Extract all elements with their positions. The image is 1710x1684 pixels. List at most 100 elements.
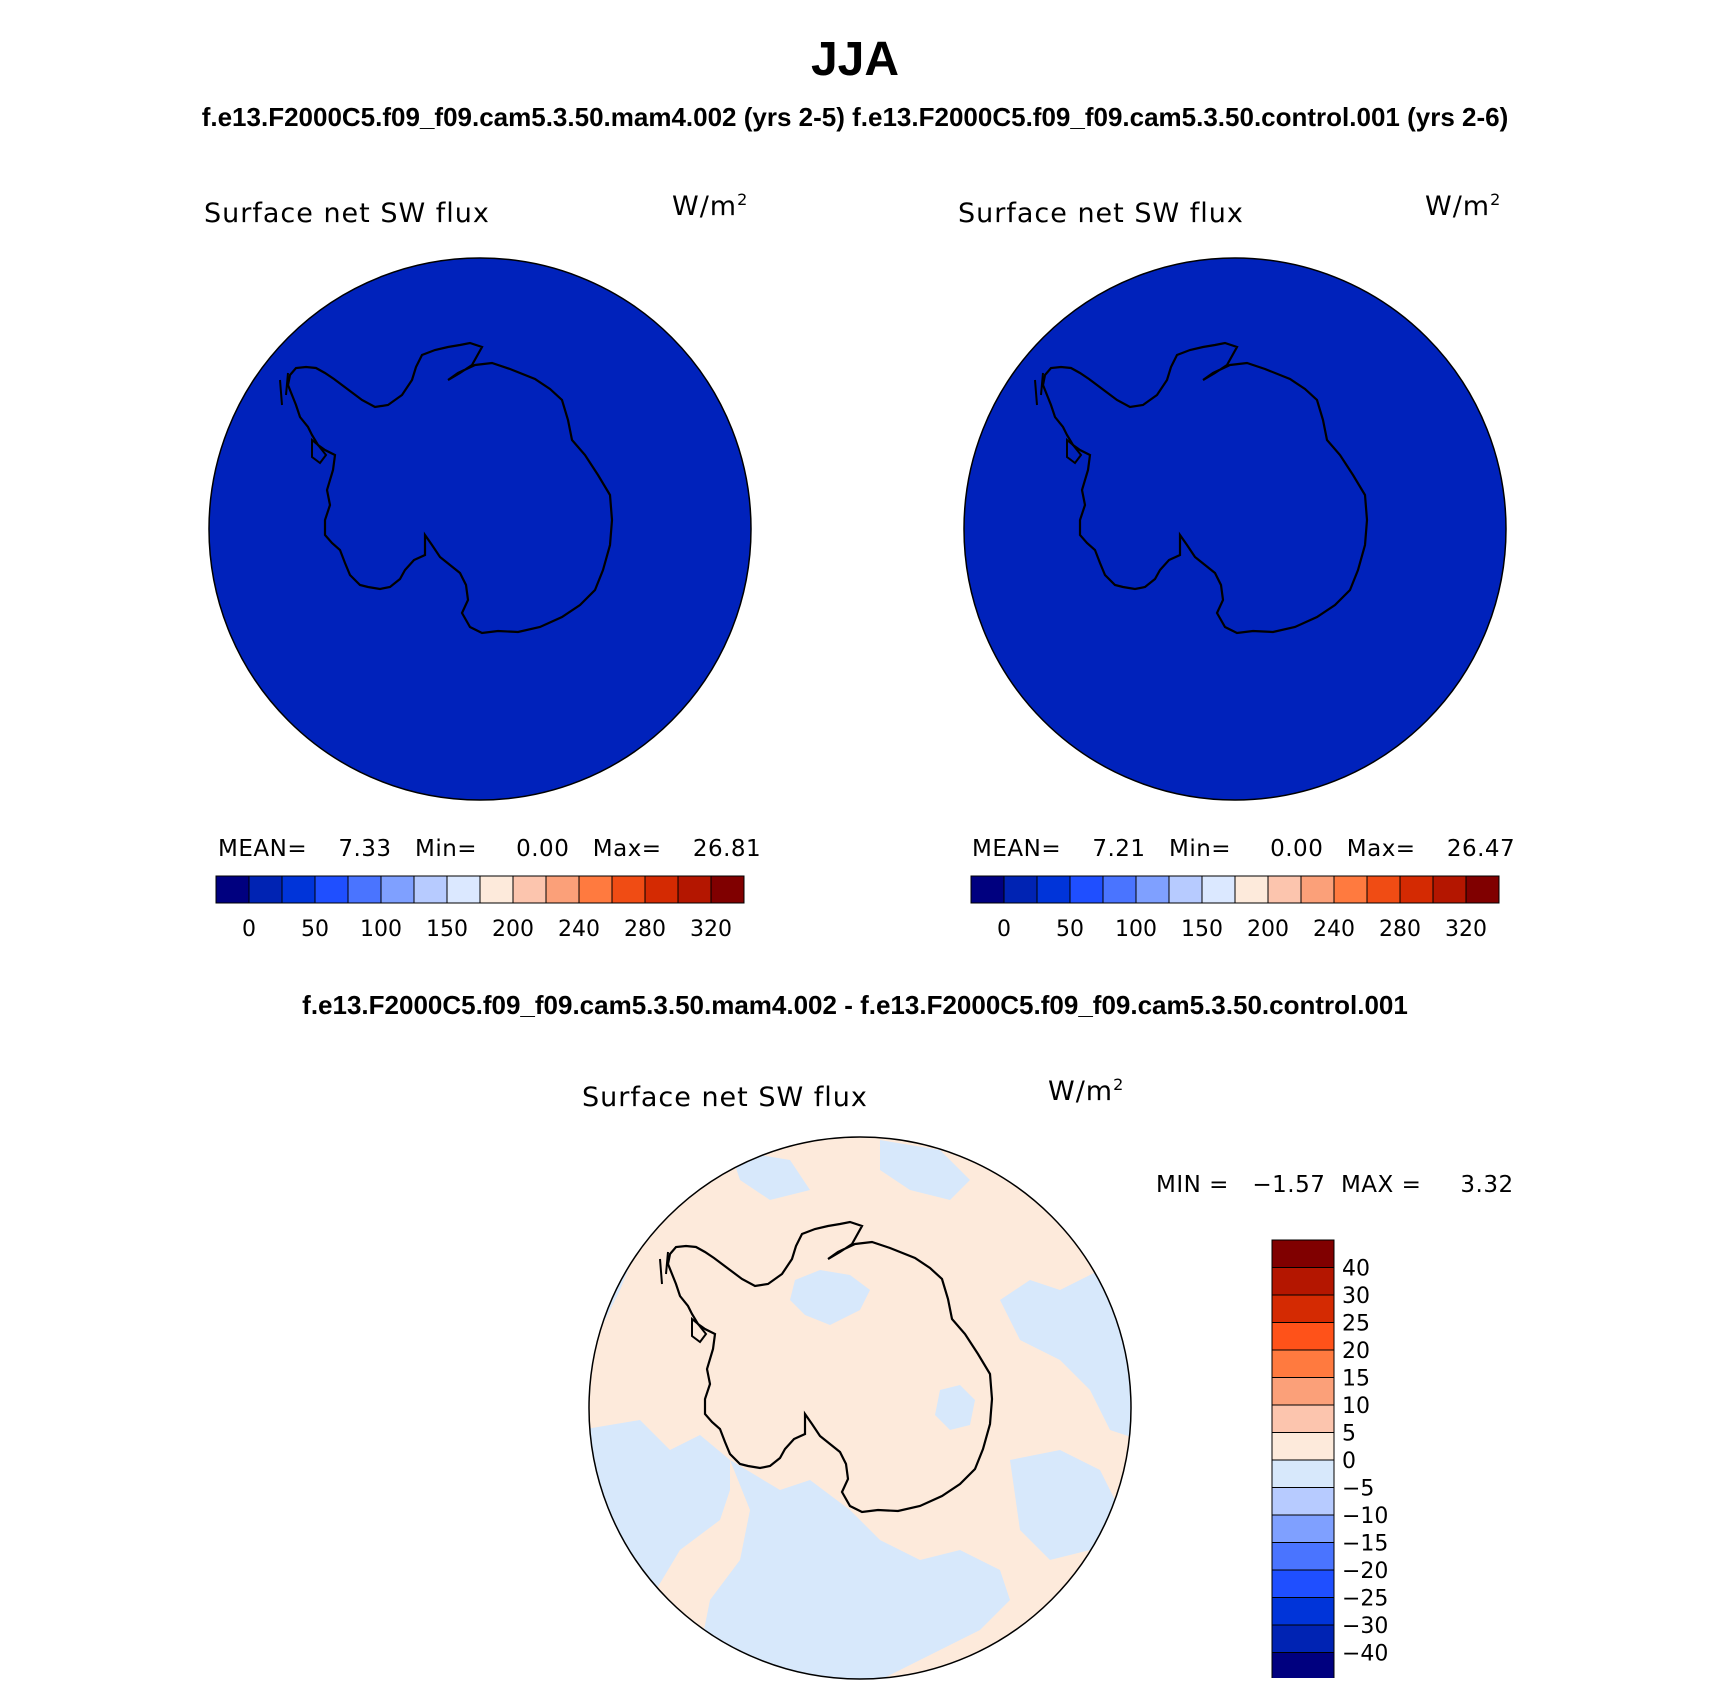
colorbar-box: [347, 875, 382, 904]
panel3-colorbar-boxes: [1271, 1239, 1335, 1678]
colorbar-box: [1366, 875, 1401, 904]
colorbar-box: [578, 875, 613, 904]
figure-subtitle: f.e13.F2000C5.f09_f09.cam5.3.50.mam4.002…: [201, 102, 1509, 132]
colorbar-tick-label: 0: [242, 917, 256, 942]
panel3-antarctica-coastline: [666, 1220, 994, 1514]
colorbar-tick-label: 40: [1342, 1257, 1370, 1282]
colorbar-tick-label: 10: [1342, 1394, 1370, 1419]
colorbar-box: [1271, 1542, 1335, 1571]
panel2-colorbar-labels: 0 50 100 150 200 240 280 320: [997, 917, 1487, 942]
colorbar-tick-label: 150: [1181, 917, 1223, 942]
colorbar-box: [1267, 875, 1302, 904]
colorbar-box: [970, 875, 1005, 904]
colorbar-box: [1036, 875, 1071, 904]
panel1-stats: MEAN= 7.33 Min= 0.00 Max= 26.81: [218, 836, 762, 862]
colorbar-tick-label: 5: [1342, 1422, 1356, 1447]
colorbar-tick-label: −5: [1342, 1477, 1374, 1502]
colorbar-box: [1271, 1569, 1335, 1598]
colorbar-box: [1135, 875, 1170, 904]
colorbar-tick-label: 20: [1342, 1339, 1370, 1364]
colorbar-box: [479, 875, 514, 904]
panel1-polar-map: [208, 257, 752, 801]
panel3-polar-map: [588, 1136, 1132, 1680]
colorbar-box: [281, 875, 316, 904]
colorbar-box: [1271, 1459, 1335, 1488]
colorbar-box: [1271, 1377, 1335, 1406]
panel2-colorbar: 0 50 100 150 200 240 280 320: [970, 875, 1500, 942]
colorbar-box: [1271, 1514, 1335, 1543]
colorbar-box: [380, 875, 415, 904]
colorbar-tick-label: 50: [301, 917, 329, 942]
panel2-units: W/m2: [1425, 190, 1502, 222]
colorbar-box: [1333, 875, 1368, 904]
colorbar-box: [1003, 875, 1038, 904]
colorbar-tick-label: 150: [426, 917, 468, 942]
panel1-colorbar-boxes: [215, 875, 745, 904]
panel3-units: W/m2: [1048, 1075, 1125, 1107]
colorbar-tick-label: 30: [1342, 1284, 1370, 1309]
colorbar-tick-label: −20: [1342, 1559, 1388, 1584]
colorbar-box: [1271, 1267, 1335, 1296]
panel2-polar-map: [963, 257, 1507, 801]
colorbar-box: [314, 875, 349, 904]
colorbar-tick-label: 50: [1056, 917, 1084, 942]
panel2-variable-title: Surface net SW flux: [958, 198, 1244, 229]
colorbar-tick-label: 0: [1342, 1449, 1356, 1474]
panel2-stats: MEAN= 7.21 Min= 0.00 Max= 26.47: [972, 836, 1516, 862]
colorbar-tick-label: 200: [1247, 917, 1289, 942]
colorbar-tick-label: 240: [1313, 917, 1355, 942]
colorbar-box: [1234, 875, 1269, 904]
colorbar-box: [677, 875, 712, 904]
colorbar-box: [1271, 1239, 1335, 1268]
colorbar-tick-label: −25: [1342, 1587, 1388, 1612]
difference-title: f.e13.F2000C5.f09_f09.cam5.3.50.mam4.002…: [302, 990, 1408, 1020]
colorbar-box: [710, 875, 745, 904]
colorbar-tick-label: 240: [558, 917, 600, 942]
colorbar-box: [1271, 1294, 1335, 1323]
panel1-units: W/m2: [672, 190, 749, 222]
colorbar-box: [1271, 1652, 1335, 1678]
colorbar-tick-label: 200: [492, 917, 534, 942]
colorbar-box: [545, 875, 580, 904]
colorbar-tick-label: 25: [1342, 1312, 1370, 1337]
colorbar-box: [1271, 1624, 1335, 1653]
colorbar-tick-label: 0: [997, 917, 1011, 942]
panel3-stats: MIN = −1.57 MAX = 3.32: [1156, 1172, 1514, 1198]
colorbar-box: [1271, 1349, 1335, 1378]
panel2-antarctica-coastline: [1041, 341, 1369, 635]
colorbar-box: [1399, 875, 1434, 904]
colorbar-tick-label: 100: [360, 917, 402, 942]
panel1-colorbar-labels: 0 50 100 150 200 240 280 320: [242, 917, 732, 942]
colorbar-box: [215, 875, 250, 904]
colorbar-box: [248, 875, 283, 904]
panel1-disk: [208, 257, 752, 801]
panel3-disk-outline: [588, 1136, 1132, 1680]
colorbar-box: [446, 875, 481, 904]
colorbar-box: [1201, 875, 1236, 904]
colorbar-box: [1300, 875, 1335, 904]
colorbar-tick-label: 280: [624, 917, 666, 942]
colorbar-tick-label: 100: [1115, 917, 1157, 942]
panel1-colorbar: 0 50 100 150 200 240 280 320: [215, 875, 745, 942]
colorbar-tick-label: 15: [1342, 1367, 1370, 1392]
panel2-peninsula-islands: [1034, 372, 1083, 465]
colorbar-box: [644, 875, 679, 904]
colorbar-box: [1271, 1597, 1335, 1626]
colorbar-box: [1168, 875, 1203, 904]
colorbar-box: [1271, 1487, 1335, 1516]
colorbar-box: [1271, 1322, 1335, 1351]
colorbar-box: [1432, 875, 1467, 904]
colorbar-tick-label: 320: [1445, 917, 1487, 942]
colorbar-box: [1465, 875, 1500, 904]
colorbar-tick-label: −15: [1342, 1532, 1388, 1557]
panel1-peninsula-islands: [279, 372, 328, 465]
colorbar-box: [1271, 1404, 1335, 1433]
colorbar-box: [611, 875, 646, 904]
panel2-disk: [963, 257, 1507, 801]
colorbar-box: [413, 875, 448, 904]
colorbar-tick-label: −10: [1342, 1504, 1388, 1529]
panel2-colorbar-boxes: [970, 875, 1500, 904]
colorbar-tick-label: 280: [1379, 917, 1421, 942]
colorbar-box: [1102, 875, 1137, 904]
